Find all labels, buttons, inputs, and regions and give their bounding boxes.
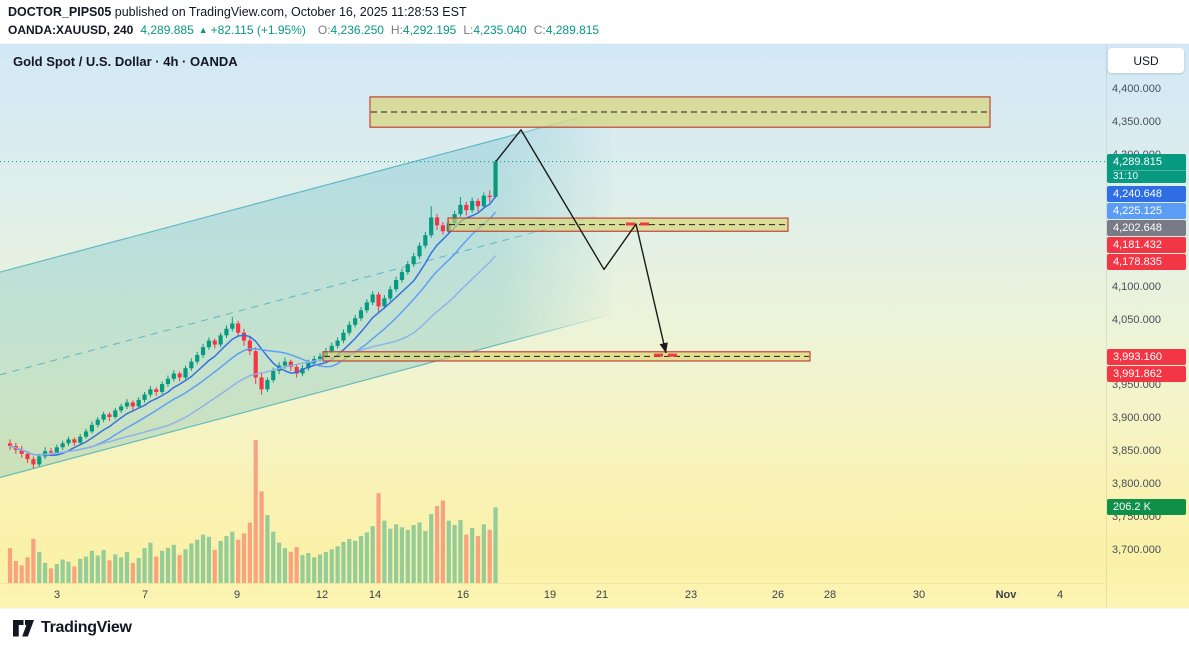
- price-axis-tick: 4,400.000: [1112, 83, 1161, 95]
- price-axis-tick: 3,950.000: [1112, 379, 1161, 392]
- ma-slow-price-label: 4,202.648: [1107, 219, 1186, 236]
- time-axis-tick: 28: [823, 589, 837, 601]
- time-axis-tick: 12: [315, 589, 329, 601]
- volume-value-label: 206.2 K: [1107, 499, 1186, 515]
- price-change-value: +82.115 (+1.95%): [210, 23, 306, 37]
- ohlc-o: O:4,236.250: [317, 23, 384, 37]
- chart-title: Gold Spot / U.S. Dollar · 4h · OANDA: [13, 54, 238, 69]
- chart-background: [0, 44, 1189, 608]
- time-axis[interactable]: 3 7 9 12 14 16 19 21 23 26 28 30 Nov 4: [0, 583, 1106, 608]
- price-axis-tick: 3,850.000: [1112, 445, 1161, 458]
- price-axis-tick: 4,050.000: [1112, 313, 1161, 326]
- time-axis-tick: 26: [771, 589, 785, 601]
- time-axis-tick: 19: [543, 589, 557, 601]
- time-axis-tick: 30: [912, 589, 926, 601]
- publish-line: DOCTOR_PIPS05 published on TradingView.c…: [8, 3, 1189, 21]
- time-axis-tick: 3: [53, 589, 61, 601]
- level-price-label-3: 3,993.160: [1107, 348, 1186, 365]
- price-axis-tick: 3,900.000: [1112, 412, 1161, 425]
- last-price-label: 4,289.815 31:10: [1107, 153, 1186, 183]
- price-axis-tick: 3,700.000: [1112, 544, 1161, 556]
- tradingview-logo-icon[interactable]: [13, 619, 34, 637]
- publish-meta: published on TradingView.com, October 16…: [111, 5, 467, 19]
- time-axis-tick: 7: [141, 589, 149, 601]
- price-axis-tick: 3,800.000: [1112, 478, 1161, 491]
- time-axis-tick: 21: [595, 589, 609, 601]
- ma-fast-price-label: 4,240.648: [1107, 185, 1186, 202]
- ohlc-l: L:4,235.040: [463, 23, 527, 37]
- time-axis-tick: Nov: [995, 589, 1017, 601]
- ohlc-c: C:4,289.815: [533, 23, 600, 37]
- level-price-label-4: 3,991.862: [1107, 365, 1186, 382]
- time-axis-tick: 14: [368, 589, 382, 601]
- price-axis-tick: 4,100.000: [1112, 280, 1161, 293]
- price-axis[interactable]: 4,400.0004,350.0004,300.0004,100.0004,05…: [1106, 44, 1189, 608]
- footer: TradingView: [0, 608, 1189, 647]
- time-axis-tick: 9: [233, 589, 241, 601]
- symbol-name[interactable]: OANDA:XAUUSD, 240: [8, 23, 134, 37]
- ma-mid-price-label: 4,225.125: [1107, 202, 1186, 219]
- currency-toggle-button[interactable]: USD: [1108, 48, 1184, 73]
- time-axis-tick: 16: [456, 589, 470, 601]
- symbol-ohlc-line: OANDA:XAUUSD, 240 4,289.885 ▲ +82.115 (+…: [8, 21, 1189, 40]
- publisher-username[interactable]: DOCTOR_PIPS05: [8, 5, 112, 19]
- publish-header: DOCTOR_PIPS05 published on TradingView.c…: [0, 0, 1189, 44]
- time-axis-tick: 4: [1056, 589, 1064, 601]
- level-price-label-2: 4,178.835: [1107, 253, 1186, 270]
- time-axis-tick: 23: [684, 589, 698, 601]
- up-arrow-icon: ▲: [198, 25, 208, 35]
- ohlc-h: H:4,292.195: [390, 23, 457, 37]
- price-axis-tick: 4,350.000: [1112, 115, 1161, 128]
- ohlc-readout: O:4,236.250 H:4,292.195 L:4,235.040 C:4,289…: [311, 21, 599, 40]
- last-price-value: 4,289.885: [140, 23, 194, 37]
- level-price-label-1: 4,181.432: [1107, 236, 1186, 253]
- tradingview-wordmark[interactable]: TradingView: [41, 619, 132, 636]
